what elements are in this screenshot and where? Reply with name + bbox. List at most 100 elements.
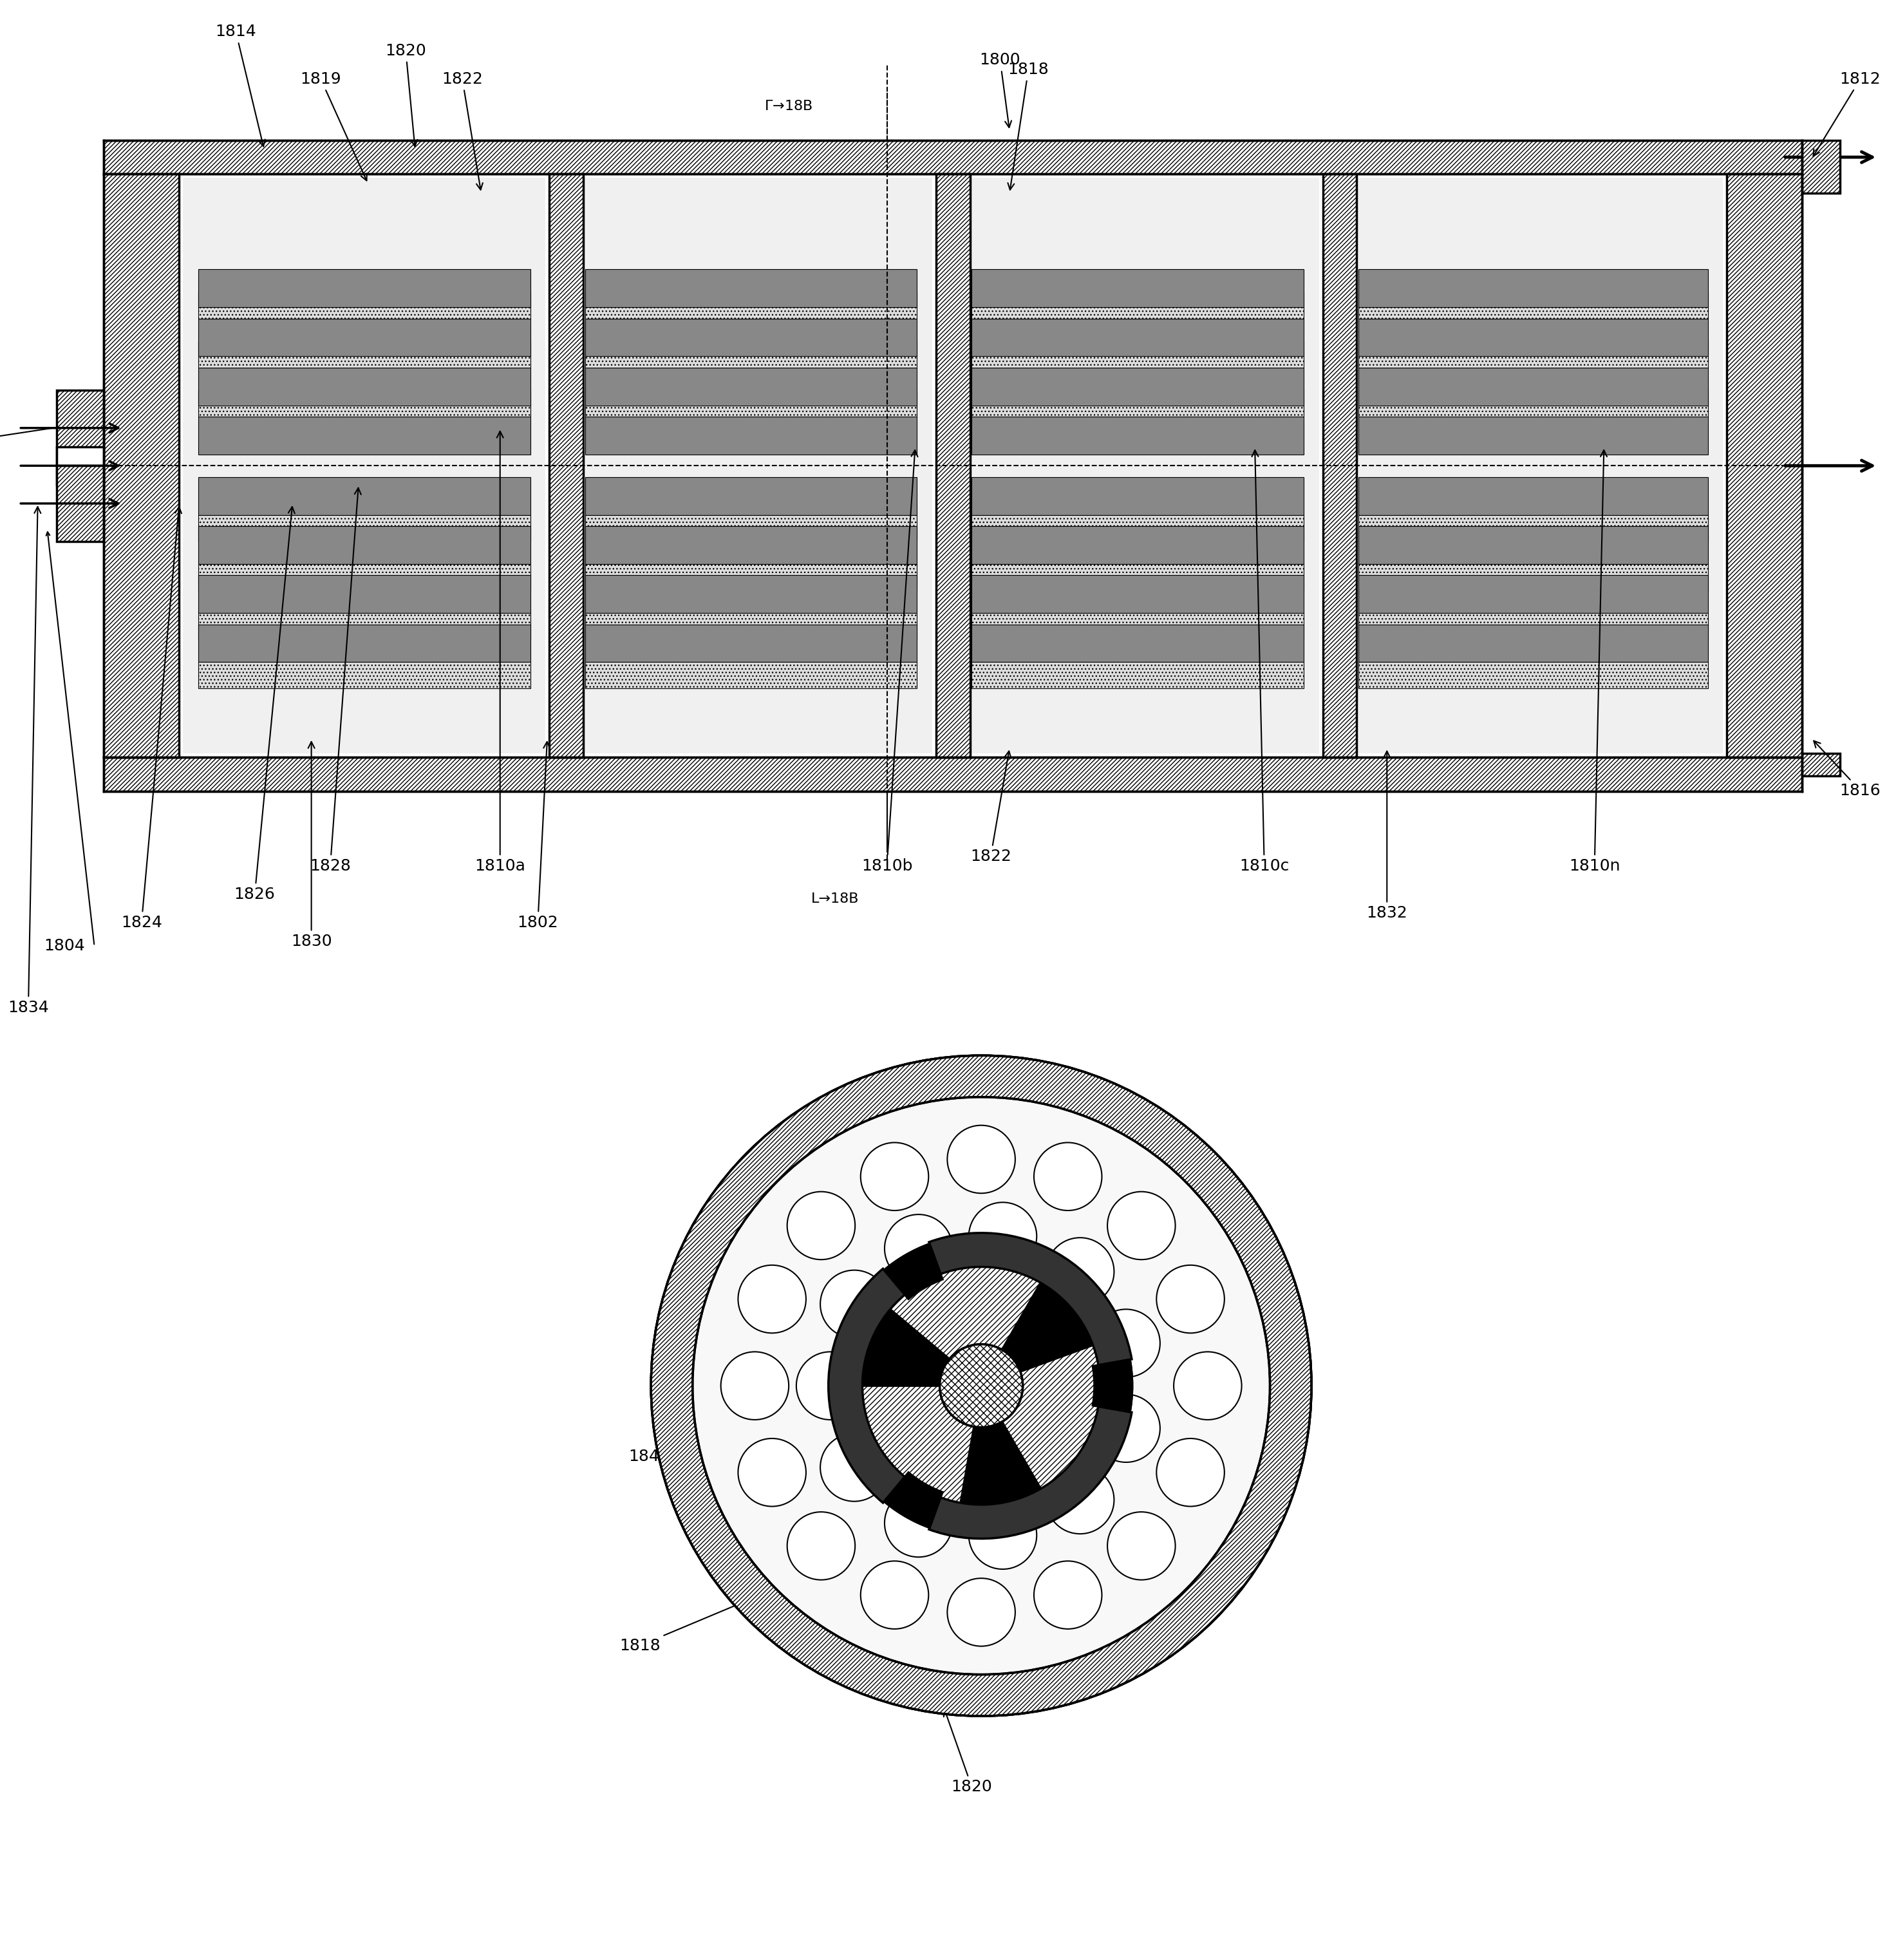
- Circle shape: [1108, 1511, 1176, 1580]
- Bar: [1359, 613, 1708, 639]
- Bar: [198, 574, 530, 613]
- Bar: [1359, 269, 1708, 308]
- Bar: [1359, 574, 1708, 613]
- Circle shape: [994, 1294, 1062, 1360]
- Bar: [198, 417, 530, 455]
- Bar: [972, 564, 1304, 590]
- Text: 1810a: 1810a: [476, 431, 525, 874]
- Bar: [972, 319, 1304, 357]
- Bar: [972, 476, 1304, 515]
- Circle shape: [738, 1264, 806, 1333]
- Circle shape: [787, 1192, 855, 1260]
- Bar: [1359, 476, 1708, 515]
- Circle shape: [1157, 1439, 1225, 1507]
- Bar: [1802, 753, 1840, 776]
- Text: 1810n: 1810n: [1568, 451, 1621, 874]
- Bar: [585, 319, 917, 357]
- Bar: [585, 417, 917, 455]
- Circle shape: [787, 1511, 855, 1580]
- Text: 1838: 1838: [998, 1464, 1040, 1558]
- Wedge shape: [1002, 1345, 1104, 1492]
- Bar: [585, 292, 917, 319]
- Bar: [585, 269, 917, 308]
- Bar: [198, 623, 530, 662]
- Bar: [585, 515, 917, 541]
- Bar: [972, 662, 1304, 688]
- Bar: [1359, 515, 1708, 541]
- Bar: [1344, 178, 1723, 753]
- Bar: [972, 269, 1304, 308]
- Bar: [198, 515, 530, 541]
- Bar: [585, 390, 917, 417]
- Text: 1834: 1834: [8, 508, 49, 1015]
- Bar: [198, 292, 530, 319]
- Bar: [1359, 368, 1708, 406]
- Circle shape: [947, 1125, 1015, 1194]
- Text: 1820: 1820: [944, 1709, 993, 1795]
- Bar: [585, 662, 917, 688]
- Text: 1812: 1812: [1813, 71, 1881, 157]
- Circle shape: [879, 1319, 947, 1388]
- Circle shape: [1157, 1264, 1225, 1333]
- Text: 1822: 1822: [970, 751, 1011, 864]
- Circle shape: [693, 1098, 1270, 1674]
- Bar: [972, 525, 1304, 564]
- Circle shape: [1045, 1466, 1113, 1535]
- Bar: [1802, 141, 1840, 192]
- Bar: [1359, 341, 1708, 368]
- Bar: [1359, 525, 1708, 564]
- Text: 1828: 1828: [309, 488, 360, 874]
- Wedge shape: [859, 1386, 974, 1507]
- Text: 1818: 1818: [619, 1593, 760, 1652]
- Bar: [198, 476, 530, 515]
- Bar: [972, 292, 1304, 319]
- Bar: [585, 623, 917, 662]
- Circle shape: [693, 1098, 1270, 1674]
- Wedge shape: [885, 1472, 942, 1527]
- Circle shape: [994, 1411, 1062, 1478]
- Bar: [585, 613, 917, 639]
- Circle shape: [968, 1501, 1036, 1570]
- Bar: [972, 574, 1304, 613]
- Wedge shape: [887, 1262, 1044, 1358]
- Text: 1830: 1830: [1155, 1374, 1249, 1390]
- Text: 1832: 1832: [1366, 751, 1408, 921]
- Bar: [1359, 662, 1708, 688]
- Text: L→18B: L→18B: [811, 892, 859, 906]
- Bar: [1359, 623, 1708, 662]
- Bar: [972, 613, 1304, 639]
- Bar: [1323, 174, 1357, 757]
- Wedge shape: [1093, 1360, 1132, 1411]
- Circle shape: [860, 1143, 928, 1211]
- Bar: [570, 178, 932, 753]
- Text: 1810b: 1810b: [860, 451, 917, 874]
- Wedge shape: [828, 1268, 906, 1503]
- Text: 1842: 1842: [704, 1327, 906, 1347]
- Bar: [1359, 390, 1708, 417]
- Circle shape: [885, 1490, 953, 1556]
- Text: 1826: 1826: [234, 508, 294, 902]
- Circle shape: [1045, 1237, 1113, 1305]
- Circle shape: [821, 1270, 889, 1339]
- Bar: [183, 178, 545, 753]
- Wedge shape: [651, 1056, 1311, 1717]
- Text: 1828: 1828: [1059, 1288, 1127, 1327]
- Bar: [104, 757, 1802, 792]
- Bar: [198, 368, 530, 406]
- Text: 1844: 1844: [628, 1441, 798, 1464]
- Bar: [972, 515, 1304, 541]
- Bar: [957, 178, 1319, 753]
- Bar: [57, 447, 104, 484]
- Bar: [972, 417, 1304, 455]
- Text: 1818: 1818: [1008, 63, 1049, 190]
- Bar: [198, 613, 530, 639]
- Text: 1824: 1824: [121, 508, 181, 931]
- Circle shape: [1034, 1143, 1102, 1211]
- Text: 1804: 1804: [43, 939, 85, 955]
- Text: 1810c: 1810c: [1240, 451, 1289, 874]
- Circle shape: [885, 1215, 953, 1282]
- Text: 1800: 1800: [979, 53, 1021, 127]
- Wedge shape: [885, 1245, 942, 1299]
- Bar: [585, 341, 917, 368]
- Circle shape: [821, 1433, 889, 1501]
